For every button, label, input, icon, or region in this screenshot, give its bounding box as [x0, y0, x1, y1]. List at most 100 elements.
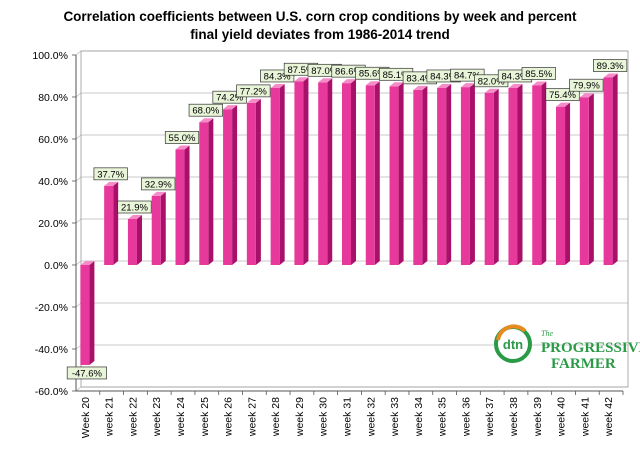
- y-tick-label: 0.0%: [44, 260, 68, 272]
- bar-side: [136, 215, 142, 265]
- x-tick-label: Week 20: [80, 397, 92, 438]
- bar-front: [603, 77, 613, 265]
- y-tick-label: 80.0%: [38, 92, 68, 104]
- bar: [199, 118, 214, 265]
- data-label-box: [236, 84, 271, 98]
- bar-side: [89, 261, 95, 365]
- x-tick-label: week 41: [579, 397, 591, 437]
- data-label-text: -47.6%: [72, 368, 103, 379]
- bar-top: [460, 83, 475, 88]
- bar: [127, 215, 142, 265]
- data-label-text: 79.9%: [573, 81, 600, 92]
- data-label-text: 37.7%: [97, 169, 124, 180]
- data-label: 68.0%: [188, 103, 223, 117]
- x-tick-label: week 39: [532, 397, 544, 437]
- data-label-box: [66, 366, 107, 380]
- bar: [104, 181, 119, 265]
- bar-front: [341, 83, 352, 265]
- data-label-box: [93, 167, 128, 181]
- bars: [80, 73, 618, 365]
- x-tick-label: week 21: [104, 397, 116, 437]
- bar-front: [437, 87, 447, 265]
- bar: [484, 88, 499, 265]
- bar-side: [446, 83, 452, 265]
- y-tick-label: 100.0%: [32, 50, 68, 62]
- bar-side: [327, 78, 333, 265]
- data-label-text: 74.2%: [216, 93, 243, 104]
- bar-top: [437, 83, 452, 88]
- bar: [556, 102, 571, 265]
- data-label-text: 89.3%: [597, 61, 624, 72]
- data-label-box: [141, 177, 176, 191]
- gridline-depth: [75, 344, 82, 350]
- bar-top: [223, 105, 238, 110]
- bar: [318, 78, 333, 265]
- bar-top: [270, 83, 285, 88]
- data-label: 77.2%: [236, 84, 271, 98]
- data-label-text: 77.2%: [240, 86, 267, 97]
- data-label-text: 55.0%: [169, 133, 196, 144]
- x-tick-label: week 28: [270, 397, 282, 437]
- bar-front: [199, 122, 209, 265]
- x-tick-label: week 31: [342, 397, 354, 437]
- data-label-text: 32.9%: [145, 179, 172, 190]
- bar-front: [365, 85, 375, 266]
- y-axis-tick-labels: -60.0% -40.0% -20.0% 0.0% 20.0% 40.0% 60.0% 80.…: [32, 50, 68, 398]
- chart-title: Correlation coefficients between U.S. co…: [0, 8, 640, 44]
- gridline-depth: [75, 92, 82, 98]
- bar-side: [184, 145, 190, 265]
- x-tick-label: week 40: [556, 397, 568, 437]
- x-axis-tick-labels: Week 20 week 21 week 22 week 23 week 24 week …: [80, 397, 615, 438]
- logo-line1: PROGRESSIVE: [541, 340, 640, 356]
- bar-top: [365, 81, 380, 86]
- bar: [175, 145, 190, 265]
- bar: [460, 83, 475, 265]
- data-label-text: 84.3%: [430, 71, 457, 82]
- x-tick-label: week 34: [413, 397, 425, 437]
- bar-side: [113, 181, 119, 265]
- bar-front: [104, 185, 114, 265]
- bar-side: [565, 102, 571, 265]
- gridline-depth: [75, 176, 82, 182]
- bar-front: [246, 102, 256, 265]
- data-label-box: [593, 59, 628, 72]
- data-label: 85.5%: [521, 67, 556, 80]
- gridline-depth: [75, 218, 82, 224]
- data-label-text: 82.0%: [478, 76, 505, 87]
- bar: [246, 98, 261, 265]
- data-label-box: [521, 67, 556, 80]
- bar-top: [294, 77, 309, 82]
- axes: [72, 50, 629, 395]
- bar-side: [517, 83, 523, 265]
- bar-front: [389, 86, 399, 265]
- bar: [532, 81, 547, 265]
- bar-side: [493, 88, 499, 265]
- x-tick-label: week 35: [437, 397, 449, 437]
- bar-front: [508, 87, 518, 265]
- x-tick-label: week 33: [389, 397, 401, 437]
- bar-top: [556, 102, 571, 107]
- bar-side: [255, 98, 261, 265]
- chart-title-line-1: Correlation coefficients between U.S. co…: [63, 9, 577, 24]
- x-tick-label: week 25: [199, 397, 211, 437]
- data-label-text: 86.6%: [335, 67, 362, 78]
- x-tick-label: week 27: [246, 397, 258, 437]
- bar-front: [413, 89, 423, 265]
- bar-top: [341, 79, 357, 84]
- y-tick-label: -60.0%: [35, 386, 68, 398]
- logo-the-text: The: [541, 329, 553, 338]
- data-label-box: [569, 78, 604, 92]
- bar: [365, 81, 380, 266]
- bar: [80, 261, 95, 365]
- bar-front: [80, 265, 90, 365]
- bar: [437, 83, 452, 265]
- x-tick-label: week 37: [484, 397, 496, 437]
- bar-side: [351, 79, 357, 265]
- data-label: 37.7%: [93, 167, 128, 181]
- x-tick-label: week 38: [508, 397, 520, 437]
- x-tick-label: week 36: [460, 397, 472, 437]
- bar-top: [127, 215, 142, 220]
- bar-side: [232, 105, 238, 266]
- data-label-text: 84.7%: [454, 71, 481, 82]
